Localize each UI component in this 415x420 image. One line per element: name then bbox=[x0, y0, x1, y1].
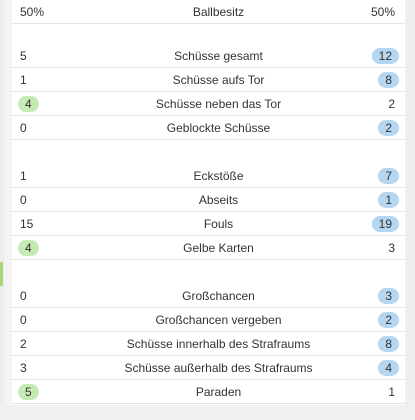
away-value: 2 bbox=[388, 97, 395, 111]
home-value: 4 bbox=[18, 240, 39, 256]
stat-row: 4 Schüsse neben das Tor 2 bbox=[12, 92, 405, 116]
home-value: 0 bbox=[20, 313, 27, 327]
stat-label: Schüsse neben das Tor bbox=[155, 97, 282, 111]
stat-row: 1 Schüsse aufs Tor 8 bbox=[12, 68, 405, 92]
stat-label: Eckstöße bbox=[193, 169, 244, 183]
home-value: 0 bbox=[20, 193, 27, 207]
stat-label: Paraden bbox=[195, 385, 242, 399]
home-value: 0 bbox=[20, 121, 27, 135]
stat-row: 0 Abseits 1 bbox=[12, 188, 405, 212]
stat-row: 2 Schüsse innerhalb des Strafraums 8 bbox=[12, 332, 405, 356]
stat-label: Schüsse aufs Tor bbox=[172, 73, 265, 87]
away-value: 2 bbox=[378, 120, 399, 136]
away-value: 8 bbox=[378, 336, 399, 352]
stat-row: 0 Geblockte Schüsse 2 bbox=[12, 116, 405, 140]
stat-row: 4 Gelbe Karten 3 bbox=[12, 236, 405, 260]
home-value: 2 bbox=[20, 337, 27, 351]
bottom-edge bbox=[0, 405, 415, 420]
left-edge bbox=[0, 0, 4, 420]
away-value: 4 bbox=[378, 360, 399, 376]
away-possession: 50% bbox=[370, 5, 395, 19]
stat-row: 1 Eckstöße 7 bbox=[12, 164, 405, 188]
away-value: 3 bbox=[378, 288, 399, 304]
away-value: 1 bbox=[378, 192, 399, 208]
stat-row: 0 Großchancen 3 bbox=[12, 284, 405, 308]
stat-label: Abseits bbox=[198, 193, 239, 207]
home-value: 5 bbox=[18, 384, 39, 400]
home-possession: 50% bbox=[20, 5, 45, 19]
home-value: 5 bbox=[20, 49, 27, 63]
stat-label: Fouls bbox=[203, 217, 234, 231]
away-value: 7 bbox=[378, 168, 399, 184]
away-value: 2 bbox=[378, 312, 399, 328]
side-indicator bbox=[0, 262, 3, 286]
stat-row: 0 Großchancen vergeben 2 bbox=[12, 308, 405, 332]
away-value: 3 bbox=[388, 241, 395, 255]
away-value: 1 bbox=[388, 385, 395, 399]
stat-row: 15 Fouls 19 bbox=[12, 212, 405, 236]
home-value: 1 bbox=[20, 73, 27, 87]
stat-label: Großchancen vergeben bbox=[155, 313, 282, 327]
away-value: 12 bbox=[371, 48, 399, 64]
away-value: 8 bbox=[378, 72, 399, 88]
home-value: 0 bbox=[20, 289, 27, 303]
stat-label: Ballbesitz bbox=[192, 5, 245, 19]
stat-label: Schüsse innerhalb des Strafraums bbox=[126, 337, 311, 351]
stat-row: 5 Paraden 1 bbox=[12, 380, 405, 404]
home-value: 15 bbox=[20, 217, 34, 231]
home-value: 4 bbox=[18, 96, 39, 112]
stat-label: Großchancen bbox=[182, 289, 255, 303]
home-value: 1 bbox=[20, 169, 27, 183]
match-stats-panel: 50% Ballbesitz 50% 5 Schüsse gesamt 12 1 Sch… bbox=[12, 0, 405, 405]
scrollbar-track[interactable] bbox=[405, 0, 415, 420]
stat-label: Geblockte Schüsse bbox=[166, 121, 271, 135]
stat-row: 3 Schüsse außerhalb des Strafraums 4 bbox=[12, 356, 405, 380]
stat-label: Schüsse außerhalb des Strafraums bbox=[124, 361, 313, 375]
stat-label: Gelbe Karten bbox=[183, 241, 254, 255]
home-value: 3 bbox=[20, 361, 27, 375]
away-value: 19 bbox=[371, 216, 399, 232]
stat-label: Schüsse gesamt bbox=[174, 49, 263, 63]
stat-row-possession: 50% Ballbesitz 50% bbox=[12, 0, 405, 24]
stat-row: 5 Schüsse gesamt 12 bbox=[12, 44, 405, 68]
